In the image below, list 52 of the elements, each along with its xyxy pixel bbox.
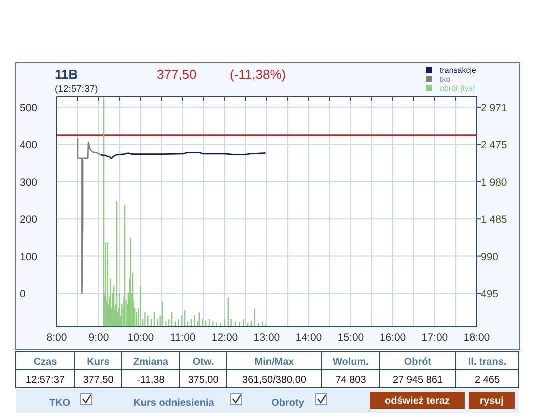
text: Zmiana bbox=[133, 357, 169, 368]
refresh-button: odśwież teraz bbox=[370, 392, 465, 409]
text: 2 465 bbox=[474, 375, 500, 386]
x-tick-label: 8:00 bbox=[46, 332, 68, 344]
x-tick-label: 12:00 bbox=[212, 332, 238, 344]
y2-tick-label: 2 475 bbox=[481, 140, 508, 152]
x-tick-label: 13:00 bbox=[254, 332, 280, 344]
y2-tick-label: 2 971 bbox=[481, 102, 508, 114]
x-tick-label: 15:00 bbox=[338, 332, 364, 344]
text: Min/Max bbox=[254, 357, 295, 368]
x-tick-label: 10:00 bbox=[128, 332, 154, 344]
text: Obrót bbox=[404, 357, 432, 368]
text: Kurs bbox=[87, 357, 110, 368]
text: Wolum. bbox=[333, 357, 370, 368]
text: -11,38 bbox=[137, 375, 166, 386]
chart-title: 11B bbox=[55, 67, 78, 82]
chart-subtitle: (12:57:37) bbox=[55, 84, 98, 95]
text: 74 803 bbox=[336, 375, 367, 386]
y2-tick-label: 1 485 bbox=[481, 214, 508, 226]
legend-label: transakcje bbox=[440, 66, 478, 75]
draw-button: rysuj bbox=[469, 392, 515, 409]
text: 361,50/380,00 bbox=[242, 375, 307, 386]
y-tick-label: 300 bbox=[20, 176, 38, 189]
y-tick-label: 200 bbox=[20, 214, 38, 226]
text: 377,50 bbox=[157, 67, 197, 82]
y-tick-label: 500 bbox=[20, 102, 38, 114]
text: TKO bbox=[49, 398, 71, 409]
y-tick-label: 400 bbox=[20, 140, 38, 152]
y-tick-label: 100 bbox=[20, 251, 38, 264]
x-tick-label: 9:00 bbox=[88, 332, 110, 344]
text: (-11,38%) bbox=[230, 67, 286, 82]
text: Otw. bbox=[192, 357, 214, 368]
line-series bbox=[77, 137, 102, 294]
text: Czas bbox=[34, 357, 58, 368]
y2-tick-label: 1 980 bbox=[481, 176, 508, 189]
x-tick-label: 14:00 bbox=[296, 332, 322, 344]
x-tick-label: 17:00 bbox=[422, 332, 448, 344]
text: Il. trans. bbox=[468, 357, 507, 368]
x-tick-label: 16:00 bbox=[380, 332, 406, 344]
legend-label: tko bbox=[440, 75, 452, 84]
text: 377,50 bbox=[83, 375, 114, 386]
x-tick-label: 11:00 bbox=[170, 332, 196, 344]
text: 375,00 bbox=[188, 375, 220, 386]
text: Obroty bbox=[272, 398, 305, 409]
y2-tick-label: 990 bbox=[481, 251, 499, 264]
y2-tick-label: 495 bbox=[481, 288, 499, 300]
x-tick-label: 18:00 bbox=[464, 332, 490, 344]
text: 27 945 861 bbox=[392, 375, 444, 386]
y-tick-label: 0 bbox=[20, 288, 26, 301]
legend-label: obrót [tys] bbox=[440, 84, 476, 93]
text: 12:57:37 bbox=[26, 375, 66, 386]
text: Kurs odniesienia bbox=[134, 398, 215, 409]
